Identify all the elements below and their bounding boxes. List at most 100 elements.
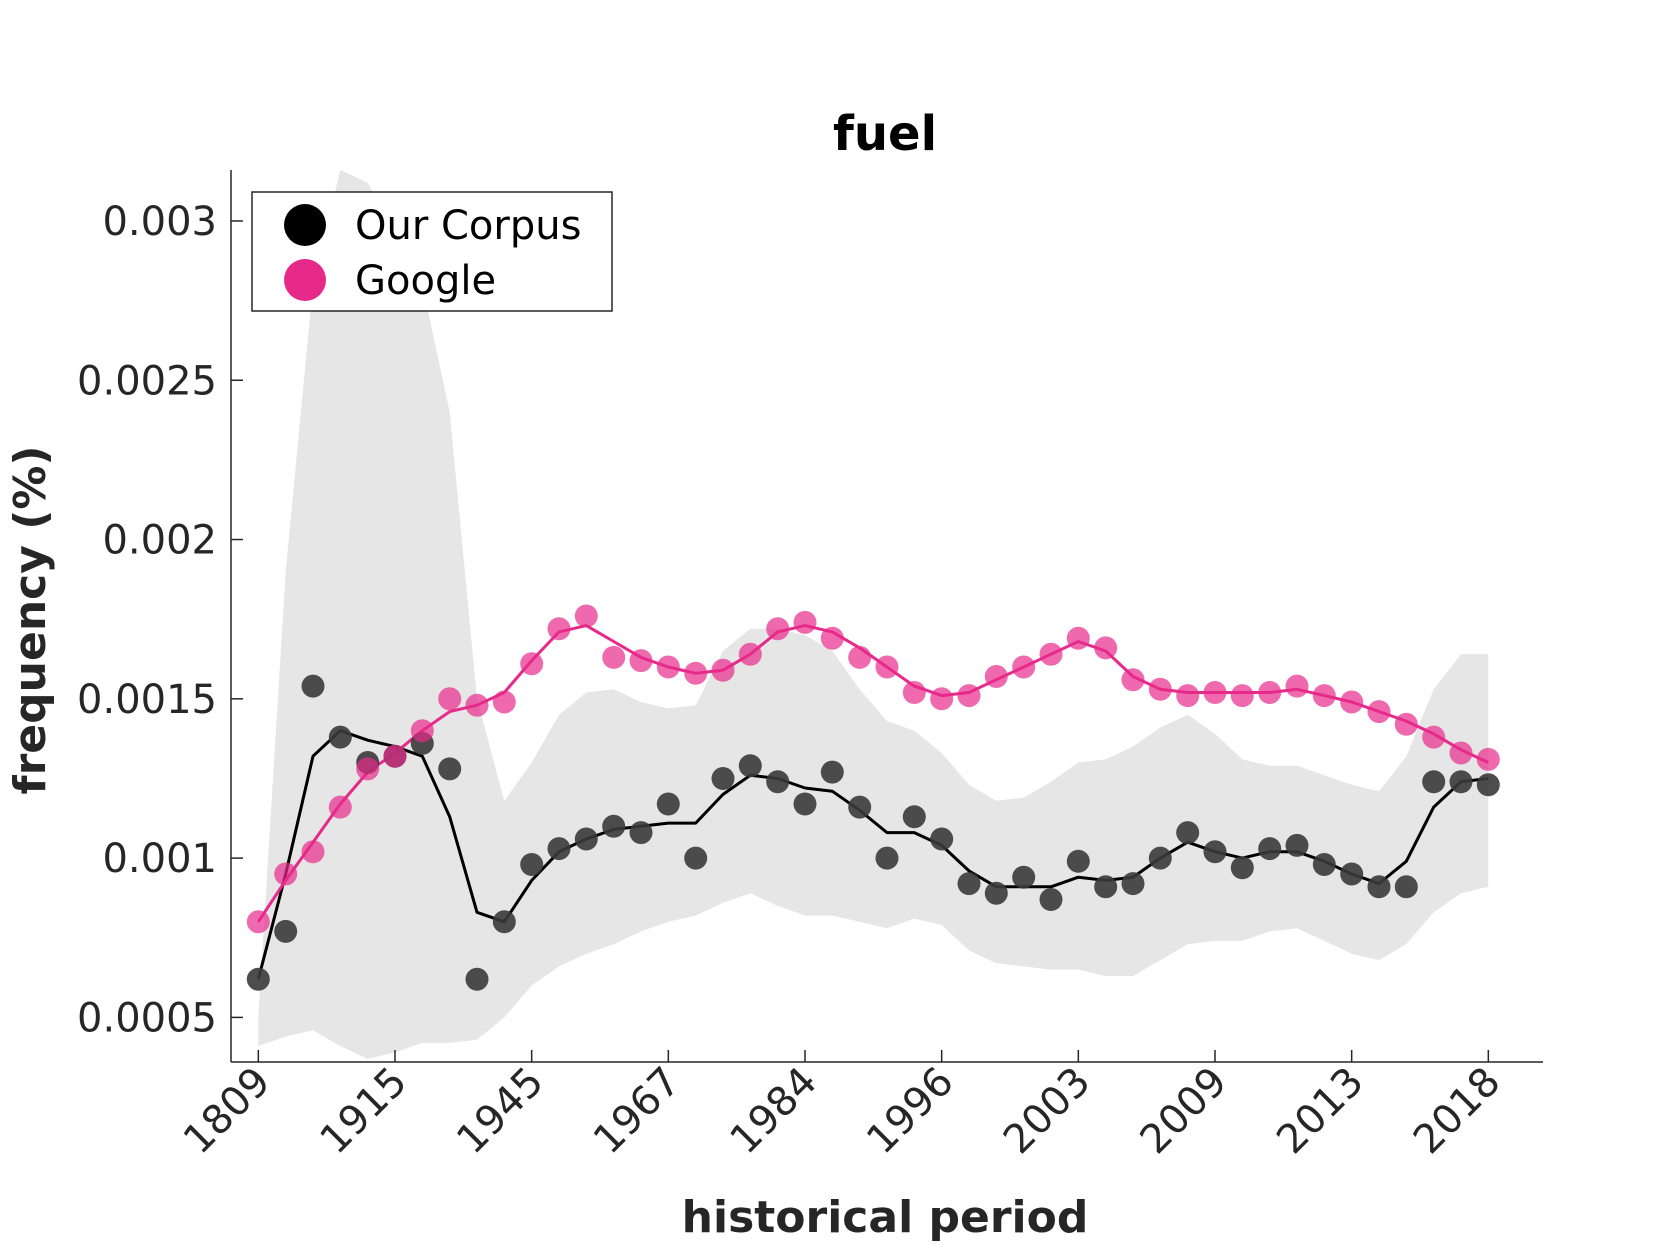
google-point xyxy=(520,652,544,676)
corpus-point xyxy=(1148,846,1172,870)
y-tick-label: 0.001 xyxy=(102,836,217,882)
legend: Our Corpus Google xyxy=(251,191,613,312)
google-point xyxy=(1367,700,1391,724)
google-point xyxy=(984,665,1008,688)
corpus-point xyxy=(1312,853,1336,876)
x-tick-label: 2009 xyxy=(1132,1059,1237,1164)
google-point xyxy=(328,795,352,819)
corpus-point xyxy=(902,805,926,829)
google-point xyxy=(356,757,380,781)
corpus-point xyxy=(602,814,626,838)
corpus-point xyxy=(684,846,708,870)
google-point xyxy=(1012,655,1036,679)
x-tick-label: 1809 xyxy=(175,1059,280,1164)
corpus-point xyxy=(738,754,762,778)
google-point xyxy=(465,693,489,717)
google-point xyxy=(1340,690,1364,714)
corpus-point xyxy=(1258,837,1282,861)
google-point xyxy=(301,840,325,864)
google-point xyxy=(930,687,954,711)
corpus-point xyxy=(328,725,352,749)
google-point xyxy=(1066,626,1090,650)
y-tick-label: 0.002 xyxy=(102,518,217,564)
corpus-point xyxy=(574,827,598,851)
corpus-point xyxy=(930,827,954,851)
google-point xyxy=(574,604,598,628)
google-point xyxy=(1094,636,1118,660)
corpus-point xyxy=(520,853,544,876)
y-tick-label: 0.0015 xyxy=(77,677,217,723)
google-point xyxy=(684,661,708,685)
x-tick-label: 1915 xyxy=(312,1059,417,1164)
google-point xyxy=(1121,668,1145,692)
google-points-layer xyxy=(246,604,1500,934)
corpus-point xyxy=(246,967,270,991)
corpus-point xyxy=(1121,872,1145,896)
corpus-point xyxy=(1039,888,1063,911)
corpus-point xyxy=(711,767,735,790)
google-point xyxy=(902,681,926,704)
google-point xyxy=(875,655,899,679)
corpus-point xyxy=(1394,875,1418,899)
google-point xyxy=(656,655,680,679)
google-point xyxy=(1258,681,1282,704)
google-point xyxy=(766,617,790,641)
google-point xyxy=(410,719,434,743)
google-point xyxy=(1203,681,1227,704)
corpus-point xyxy=(656,792,680,816)
x-tick-label: 2018 xyxy=(1405,1059,1510,1164)
x-tick-label: 1967 xyxy=(585,1059,690,1164)
legend-label-google: Google xyxy=(355,258,496,304)
google-point xyxy=(1449,741,1473,765)
google-point xyxy=(1394,712,1418,736)
google-point xyxy=(383,744,407,768)
corpus-point xyxy=(1367,875,1391,899)
x-axis-label: historical period xyxy=(682,1192,1089,1243)
corpus-point xyxy=(875,846,899,870)
google-point xyxy=(547,617,571,641)
corpus-point xyxy=(629,821,653,845)
y-tick-label: 0.003 xyxy=(102,199,217,245)
corpus-point xyxy=(848,795,872,819)
google-point xyxy=(793,610,817,634)
google-point xyxy=(848,645,872,669)
legend-marker-google xyxy=(284,259,326,301)
google-point xyxy=(711,658,735,682)
corpus-point xyxy=(1285,833,1309,857)
corpus-point xyxy=(1422,770,1446,794)
legend-label-corpus: Our Corpus xyxy=(355,203,581,249)
corpus-point xyxy=(984,881,1008,905)
corpus-point xyxy=(274,919,298,943)
google-point xyxy=(246,910,270,934)
corpus-point xyxy=(1066,849,1090,873)
x-tick-label: 1945 xyxy=(448,1059,553,1164)
corpus-point xyxy=(1203,840,1227,864)
corpus-point xyxy=(793,792,817,816)
corpus-point xyxy=(1176,821,1200,845)
y-axis-label: frequency (%) xyxy=(5,445,56,794)
google-point xyxy=(1476,747,1500,771)
google-point xyxy=(1422,725,1446,749)
google-point xyxy=(1285,674,1309,698)
google-point xyxy=(820,626,844,650)
x-tick-label: 2013 xyxy=(1268,1059,1373,1164)
corpus-point xyxy=(1012,865,1036,889)
corpus-point xyxy=(957,872,981,896)
x-tick-label: 1984 xyxy=(722,1059,827,1164)
google-point xyxy=(438,687,462,711)
corpus-point xyxy=(465,967,489,991)
google-point xyxy=(1039,642,1063,666)
x-tick-label: 1996 xyxy=(858,1059,963,1164)
corpus-point xyxy=(1340,862,1364,886)
corpus-point xyxy=(438,757,462,781)
chart-title: fuel xyxy=(833,106,937,162)
x-tick-label: 2003 xyxy=(995,1059,1100,1164)
corpus-line-layer xyxy=(256,729,1489,980)
google-trend-line xyxy=(257,624,1489,923)
corpus-point xyxy=(766,770,790,794)
corpus-point xyxy=(1476,773,1500,797)
corpus-point xyxy=(1449,770,1473,794)
google-point xyxy=(602,645,626,669)
corpus-point xyxy=(492,910,516,934)
